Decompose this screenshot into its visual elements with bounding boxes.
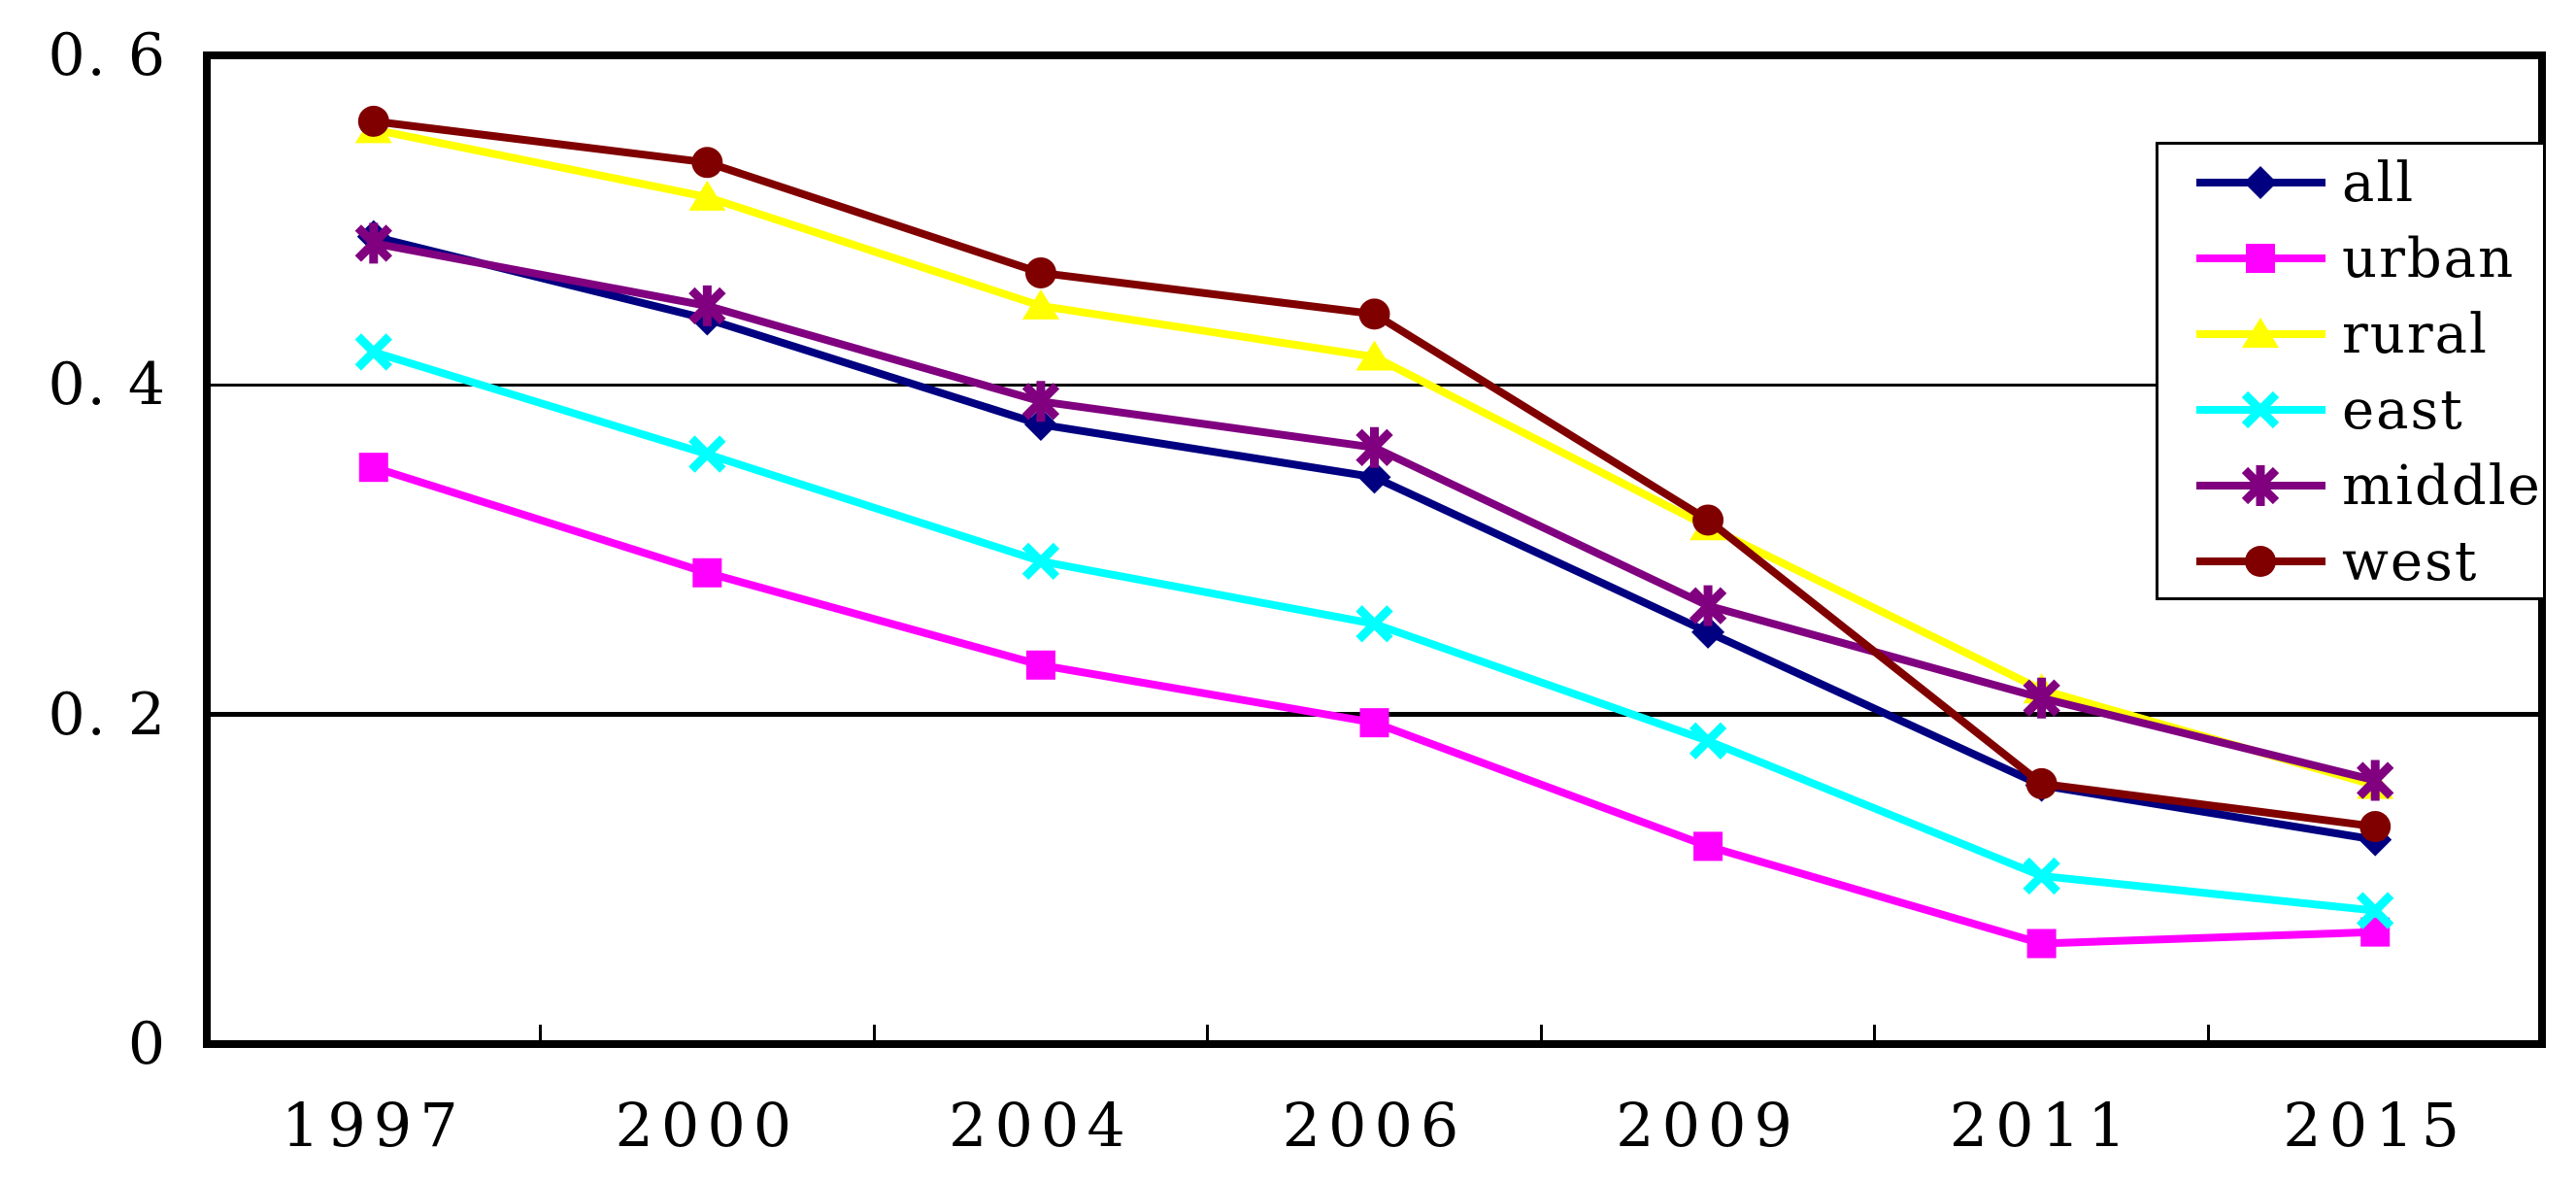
y-tick-label: 0. 4 [48,351,167,420]
diamond-marker [2244,166,2277,199]
legend-item-middle: middle [2158,448,2543,523]
legend-item-rural: rural [2158,296,2543,372]
legend-label-urban: urban [2342,226,2516,290]
legend-key-urban [2196,244,2325,273]
x-tick-label: 1997 [281,1090,466,1161]
x-axis-tick [539,1025,543,1040]
legend-label-middle: middle [2342,454,2542,518]
legend-key-middle [2196,465,2325,506]
x-tick-label: 2011 [1949,1090,2134,1161]
x-tick-label: 2004 [949,1090,1133,1161]
legend-key-all [2196,166,2325,199]
x-tick-label: 2009 [1616,1090,1800,1161]
x-marker [2241,390,2280,429]
x-tick-label: 2006 [1282,1090,1467,1161]
legend-label-all: all [2342,151,2416,215]
legend-label-rural: rural [2342,302,2489,366]
x-axis-tick [1539,1025,1543,1040]
circle-marker [2245,546,2276,577]
y-tick-label: 0. 6 [48,21,167,89]
x-axis-tick [872,1025,876,1040]
legend-key-east [2196,390,2325,429]
x-tick-label: 2015 [2283,1090,2468,1161]
y-tick-label: 0 [127,1010,167,1078]
y-tick-label: 0. 2 [48,680,167,749]
x-axis-tick [1206,1025,1210,1040]
legend-item-east: east [2158,372,2543,448]
legend-item-all: all [2158,145,2543,220]
legend-key-rural [2196,318,2325,348]
square-marker [2246,244,2275,273]
legend-item-urban: urban [2158,220,2543,296]
legend-key-west [2196,546,2325,577]
triangle-marker [2242,318,2279,348]
x-tick-label: 2000 [615,1090,800,1161]
legend-label-east: east [2342,378,2464,442]
asterisk-marker [2241,465,2280,506]
x-axis-tick [2206,1025,2210,1040]
legend-item-west: west [2158,523,2543,599]
legend: all urban rural east middle west [2156,142,2546,600]
legend-label-west: west [2342,529,2479,593]
x-axis-tick [1873,1025,1877,1040]
